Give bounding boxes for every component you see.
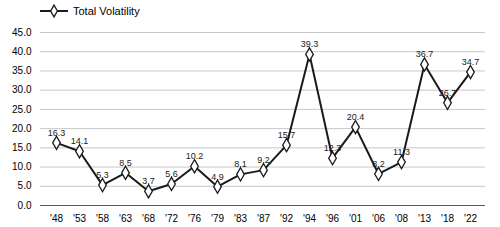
svg-text:5.6: 5.6	[165, 169, 178, 179]
svg-text:8.2: 8.2	[372, 159, 385, 169]
svg-text:'68: '68	[142, 213, 155, 224]
svg-text:39.3: 39.3	[301, 39, 319, 49]
svg-text:16.3: 16.3	[48, 128, 66, 138]
svg-text:8.5: 8.5	[119, 158, 132, 168]
svg-text:45.0: 45.0	[12, 27, 32, 38]
svg-text:26.7: 26.7	[439, 88, 457, 98]
svg-text:'96: '96	[326, 213, 339, 224]
svg-text:5.3: 5.3	[96, 170, 109, 180]
svg-text:11.3: 11.3	[393, 147, 410, 157]
svg-text:15.7: 15.7	[278, 130, 296, 140]
svg-text:0.0: 0.0	[18, 200, 32, 211]
svg-text:3.7: 3.7	[142, 176, 155, 186]
svg-text:'48: '48	[50, 213, 63, 224]
svg-text:'92: '92	[280, 213, 293, 224]
svg-text:'87: '87	[257, 213, 270, 224]
svg-text:9.2: 9.2	[257, 155, 270, 165]
svg-text:'53: '53	[73, 213, 86, 224]
svg-text:10.2: 10.2	[186, 151, 204, 161]
svg-text:'01: '01	[349, 213, 362, 224]
svg-text:25.0: 25.0	[12, 104, 32, 115]
svg-text:'58: '58	[96, 213, 109, 224]
svg-text:'83: '83	[234, 213, 247, 224]
svg-text:20.0: 20.0	[12, 123, 32, 134]
svg-text:34.7: 34.7	[462, 57, 480, 67]
svg-text:'79: '79	[211, 213, 224, 224]
svg-text:8.1: 8.1	[234, 159, 247, 169]
svg-text:10.0: 10.0	[12, 161, 32, 172]
svg-text:'18: '18	[441, 213, 454, 224]
svg-text:'06: '06	[372, 213, 385, 224]
svg-text:'22: '22	[464, 213, 477, 224]
svg-text:5.0: 5.0	[18, 180, 32, 191]
svg-text:36.7: 36.7	[416, 49, 434, 59]
html-text:Total Volatility: Total Volatility	[73, 5, 140, 17]
svg-text:'72: '72	[165, 213, 178, 224]
svg-text:'08: '08	[395, 213, 408, 224]
svg-text:30.0: 30.0	[12, 84, 32, 95]
svg-text:20.4: 20.4	[347, 112, 365, 122]
svg-text:15.0: 15.0	[12, 142, 32, 153]
svg-text:'94: '94	[303, 213, 316, 224]
svg-text:14.1: 14.1	[71, 136, 89, 146]
svg-text:40.0: 40.0	[12, 46, 32, 57]
svg-text:4.9: 4.9	[211, 172, 224, 182]
svg-text:'13: '13	[418, 213, 431, 224]
svg-text:'63: '63	[119, 213, 132, 224]
svg-text:12.3: 12.3	[324, 143, 342, 153]
svg-text:'76: '76	[188, 213, 201, 224]
svg-text:35.0: 35.0	[12, 65, 32, 76]
